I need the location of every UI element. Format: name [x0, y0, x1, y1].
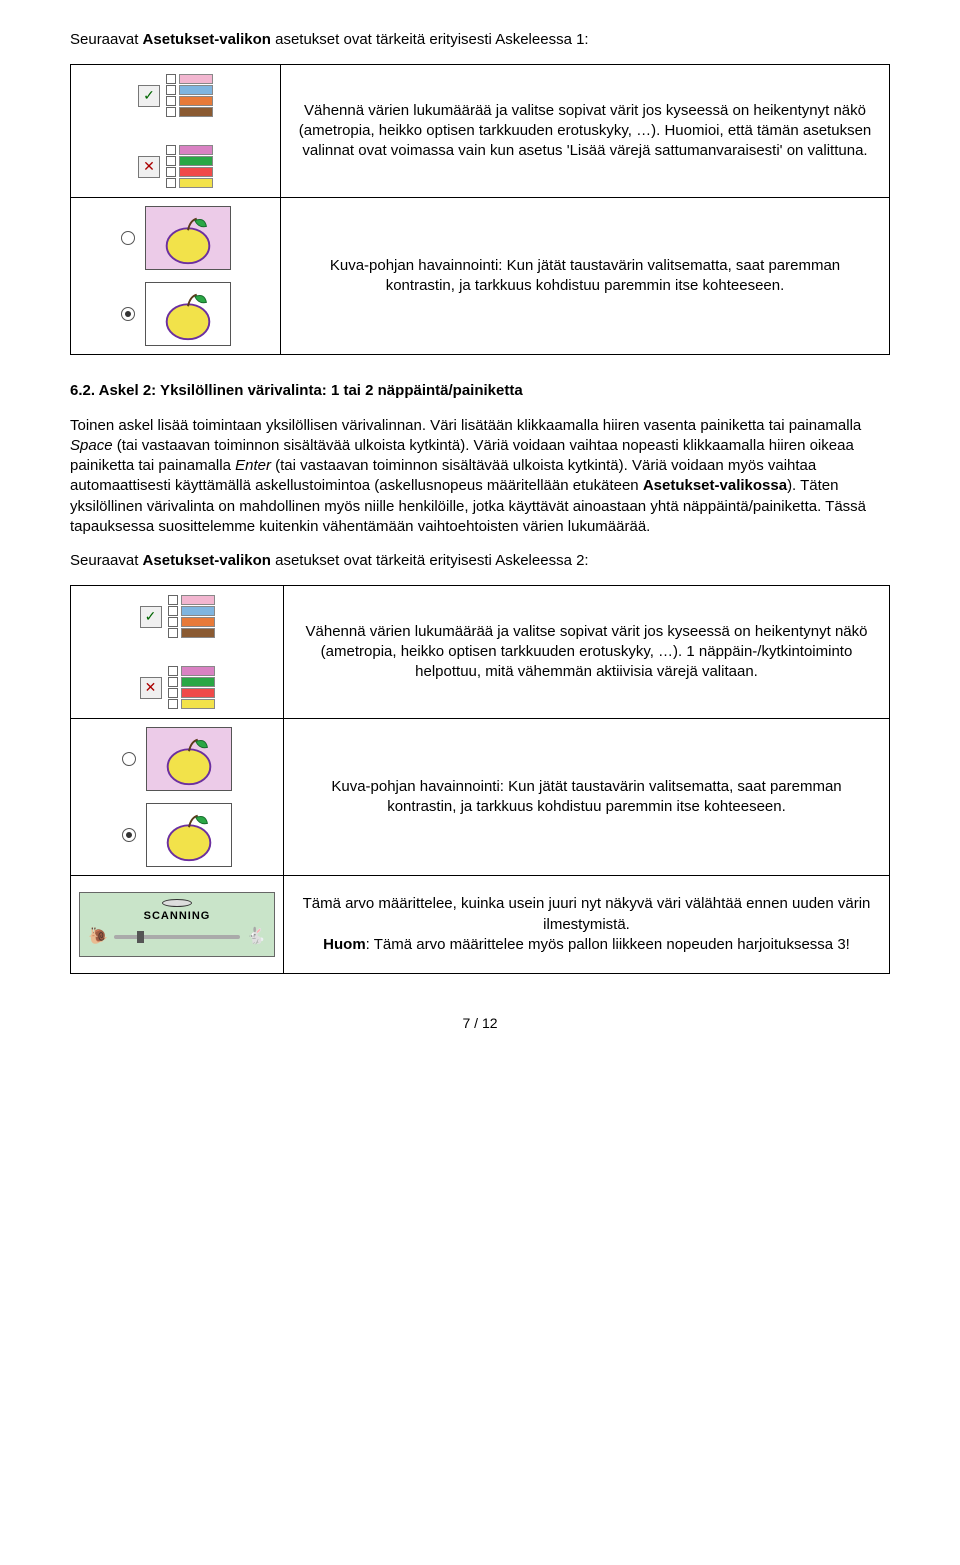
color-palette-icon: ✓✕ [79, 594, 275, 710]
scanning-label: SCANNING [144, 909, 211, 924]
table-row: ✓✕ Vähennä värien lukumäärää ja valitse … [71, 65, 890, 198]
slider-row: 🐌 🐇 [88, 926, 266, 948]
palette-cell: ✓✕ [71, 586, 284, 719]
slider-thumb [137, 931, 144, 943]
row3-bold: Huom [323, 936, 366, 953]
table-row: Kuva-pohjan havainnointi: Kun jätät taus… [71, 198, 890, 355]
intro2-suffix: asetukset ovat tärkeitä erityisesti Aske… [271, 552, 589, 569]
intro1-suffix: asetukset ovat tärkeitä erityisesti Aske… [271, 31, 589, 48]
apple-compare-icon [79, 206, 272, 346]
intro-line-1: Seuraavat Asetukset-valikon asetukset ov… [70, 30, 890, 50]
palette-cell: ✓✕ [71, 65, 281, 198]
apple-cell [71, 719, 284, 876]
scanning-slider-icon: SCANNING 🐌 🐇 [79, 892, 275, 956]
platter-icon [162, 899, 192, 907]
p1-italic2: Enter [235, 457, 271, 474]
intro2-prefix: Seuraavat [70, 552, 143, 569]
rabbit-icon: 🐇 [246, 926, 266, 948]
section-heading: 6.2. Askel 2: Yksilöllinen värivalinta: … [70, 381, 890, 401]
settings-table-2: ✓✕ Vähennä värien lukumäärää ja valitse … [70, 585, 890, 974]
settings-table-1: ✓✕ Vähennä värien lukumäärää ja valitse … [70, 64, 890, 355]
table-row: Kuva-pohjan havainnointi: Kun jätät taus… [71, 719, 890, 876]
intro1-bold: Asetukset-valikon [143, 31, 271, 48]
table-row: SCANNING 🐌 🐇 Tämä arvo määrittelee, kuin… [71, 876, 890, 974]
table1-row2-text: Kuva-pohjan havainnointi: Kun jätät taus… [281, 198, 890, 355]
p1-a: Toinen askel lisää toimintaan yksilöllis… [70, 417, 861, 434]
apple-cell [71, 198, 281, 355]
body-paragraph: Toinen askel lisää toimintaan yksilöllis… [70, 416, 890, 538]
table-row: ✓✕ Vähennä värien lukumäärää ja valitse … [71, 586, 890, 719]
table2-row2-text: Kuva-pohjan havainnointi: Kun jätät taus… [284, 719, 890, 876]
p1-bold: Asetukset-valikossa [643, 477, 787, 494]
row3-line2: : Tämä arvo määrittelee myös pallon liik… [366, 936, 850, 953]
table2-row3-text: Tämä arvo määrittelee, kuinka usein juur… [284, 876, 890, 974]
apple-compare-icon [79, 727, 275, 867]
slider-track [114, 935, 240, 939]
intro1-prefix: Seuraavat [70, 31, 143, 48]
page-number: 7 / 12 [70, 1014, 890, 1033]
intro-line-2: Seuraavat Asetukset-valikon asetukset ov… [70, 551, 890, 571]
table1-row1-text: Vähennä värien lukumäärää ja valitse sop… [281, 65, 890, 198]
color-palette-icon: ✓✕ [79, 73, 272, 189]
p1-italic1: Space [70, 437, 113, 454]
row3-line1: Tämä arvo määrittelee, kuinka usein juur… [303, 895, 871, 932]
table2-row1-text: Vähennä värien lukumäärää ja valitse sop… [284, 586, 890, 719]
snail-icon: 🐌 [88, 926, 108, 948]
intro2-bold: Asetukset-valikon [143, 552, 271, 569]
scanning-cell: SCANNING 🐌 🐇 [71, 876, 284, 974]
